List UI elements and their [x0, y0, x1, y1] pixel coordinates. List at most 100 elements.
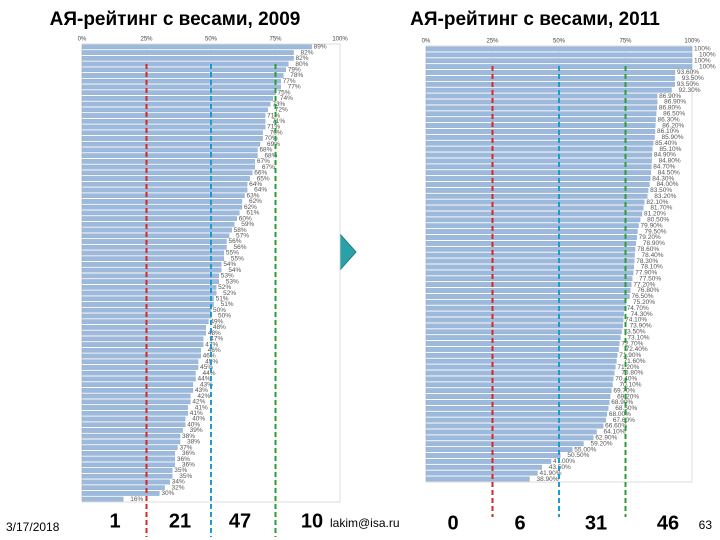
bar — [81, 44, 312, 50]
bar — [81, 428, 183, 433]
bar — [425, 187, 649, 193]
value-label: 65% — [257, 175, 270, 182]
bar — [81, 101, 271, 107]
bin-count: 21 — [169, 510, 191, 532]
bar — [425, 264, 634, 270]
value-label: 73.90% — [630, 323, 652, 330]
bar — [425, 323, 623, 329]
bar — [425, 370, 615, 376]
value-label: 32% — [172, 484, 185, 491]
bar — [425, 134, 655, 140]
value-label: 74.10% — [625, 317, 647, 324]
bar — [81, 222, 235, 227]
bar — [425, 117, 656, 123]
value-label: 35% — [174, 467, 187, 474]
value-label: 70% — [265, 135, 278, 142]
bar — [425, 229, 638, 234]
bar — [81, 78, 281, 84]
value-label: 50% — [213, 307, 226, 314]
value-label: 64% — [254, 187, 267, 194]
bar — [425, 252, 635, 258]
bar — [81, 216, 237, 221]
bar — [81, 107, 268, 113]
bar — [425, 394, 611, 399]
value-label: 55% — [231, 255, 244, 262]
bar — [81, 376, 196, 382]
bin-count: 47 — [229, 510, 251, 532]
value-label: 63% — [247, 192, 260, 199]
value-label: 75.20% — [633, 299, 655, 306]
bar — [81, 359, 199, 365]
bar — [81, 302, 214, 307]
value-label: 42% — [192, 399, 205, 406]
bar — [425, 217, 641, 223]
bar — [81, 170, 253, 176]
value-label: 53% — [226, 278, 239, 285]
bar — [81, 250, 225, 256]
bar — [81, 462, 176, 468]
bar — [81, 353, 201, 359]
footer-date: 3/17/2018 — [6, 520, 60, 534]
bar — [425, 405, 609, 411]
value-label: 83.50% — [650, 187, 672, 194]
value-label: 92.30% — [679, 87, 701, 94]
bar — [81, 84, 281, 90]
bar — [425, 270, 634, 276]
value-label: 78% — [290, 72, 303, 79]
value-label: 41% — [195, 404, 208, 411]
value-label: 71.90% — [619, 352, 641, 359]
value-label: 36% — [182, 462, 195, 469]
value-label: 83.20% — [654, 193, 676, 200]
value-label: 49% — [210, 318, 223, 325]
bar — [425, 305, 625, 311]
value-label: 45% — [200, 364, 213, 371]
value-label: 72.40% — [626, 346, 648, 353]
bar — [425, 240, 637, 246]
value-label: 64.10% — [604, 429, 626, 436]
bar — [81, 61, 289, 67]
bar — [425, 46, 693, 52]
value-label: 60% — [239, 215, 252, 222]
bar — [425, 329, 622, 335]
value-label: 54% — [223, 261, 236, 268]
bar — [425, 464, 542, 470]
bar — [81, 405, 188, 410]
value-label: 86.10% — [657, 128, 679, 135]
value-label: 85.40% — [655, 140, 677, 147]
bar — [81, 347, 201, 353]
bar — [81, 290, 217, 296]
bar — [81, 365, 199, 370]
bar — [81, 473, 173, 479]
bar — [81, 325, 206, 330]
value-label: 100% — [694, 46, 711, 53]
bar — [425, 140, 654, 146]
value-label: 93.50% — [677, 81, 699, 88]
value-label: 39% — [190, 427, 203, 434]
value-label: 40% — [192, 416, 205, 423]
value-label: 74% — [280, 95, 293, 102]
value-label: 93.60% — [677, 69, 699, 76]
bar — [425, 276, 633, 282]
bar — [81, 342, 204, 347]
value-label: 78.40% — [642, 252, 664, 259]
bar — [81, 199, 243, 204]
bar — [81, 382, 194, 387]
value-label: 61% — [246, 210, 259, 217]
value-label: 82% — [301, 49, 314, 56]
value-label: 86.80% — [659, 105, 681, 112]
value-label: 73% — [272, 101, 285, 108]
value-label: 86.50% — [663, 110, 685, 117]
bar — [81, 153, 258, 158]
bar — [81, 204, 243, 210]
value-label: 80% — [295, 61, 308, 68]
value-label: 100% — [699, 63, 716, 70]
value-label: 78.10% — [641, 264, 663, 271]
x-tick-label: 0% — [422, 39, 431, 45]
x-tick-label: 25% — [486, 39, 499, 45]
value-label: 66.60% — [605, 423, 627, 430]
value-label: 44% — [203, 370, 216, 377]
bar — [425, 129, 656, 134]
value-label: 69% — [267, 141, 280, 148]
bar — [81, 393, 191, 399]
chart-title: АЯ-рейтинг с весами, 2009 — [50, 9, 301, 30]
